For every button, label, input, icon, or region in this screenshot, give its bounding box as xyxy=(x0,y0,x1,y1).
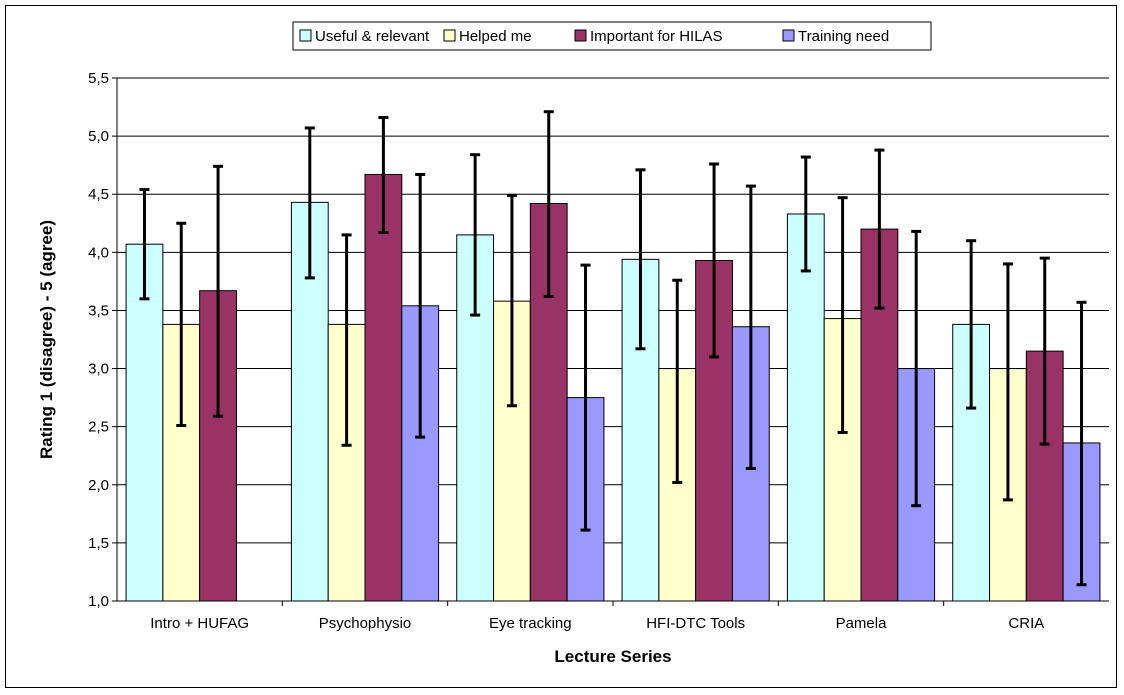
legend: Useful & relevant Helped me Important for … xyxy=(292,21,932,51)
legend-swatch xyxy=(299,29,312,42)
y-tick-label: 3,5 xyxy=(88,302,109,319)
plot-area xyxy=(117,78,1109,601)
y-tick-label: 1,0 xyxy=(88,593,109,610)
y-axis-title: Rating 1 (disagree) - 5 (agree) xyxy=(37,220,56,459)
x-tick-label: Intro + HUFAG xyxy=(150,615,249,632)
y-tick-label: 2,0 xyxy=(88,477,109,494)
bar xyxy=(786,213,825,602)
y-tick-label: 1,5 xyxy=(88,535,109,552)
x-tick-label: CRIA xyxy=(1008,615,1044,632)
y-tick-labels: 1,0 1,5 2,0 2,5 3,0 3,5 4,0 4,5 5,0 5,5 xyxy=(88,70,109,610)
x-tick-labels: Intro + HUFAG Psychophysio Eye tracking HFI… xyxy=(150,615,1044,632)
y-tick-label: 5,0 xyxy=(88,128,109,145)
legend-label: Training need xyxy=(798,28,889,45)
x-tick-label: Eye tracking xyxy=(489,615,572,632)
bar xyxy=(364,173,403,602)
bars xyxy=(125,173,1101,602)
x-tick-label: Psychophysio xyxy=(319,615,412,632)
x-tick-label: HFI-DTC Tools xyxy=(646,615,745,632)
y-tick-label: 4,0 xyxy=(88,244,109,261)
gridlines xyxy=(117,77,1109,544)
legend-label: Important for HILAS xyxy=(590,28,723,45)
legend-swatch xyxy=(782,29,795,42)
y-tick-label: 2,5 xyxy=(88,419,109,436)
y-tick-label: 5,5 xyxy=(88,70,109,87)
y-tick-label: 3,0 xyxy=(88,361,109,378)
legend-swatch xyxy=(574,29,587,42)
error-bars xyxy=(139,110,1087,587)
x-axis-title: Lecture Series xyxy=(554,647,671,666)
y-tick-label: 4,5 xyxy=(88,186,109,203)
legend-box xyxy=(292,21,932,51)
legend-label: Helped me xyxy=(459,28,532,45)
legend-swatch xyxy=(443,29,456,42)
legend-label: Useful & relevant xyxy=(315,28,430,45)
axes xyxy=(112,77,1109,606)
x-tick-label: Pamela xyxy=(836,615,888,632)
